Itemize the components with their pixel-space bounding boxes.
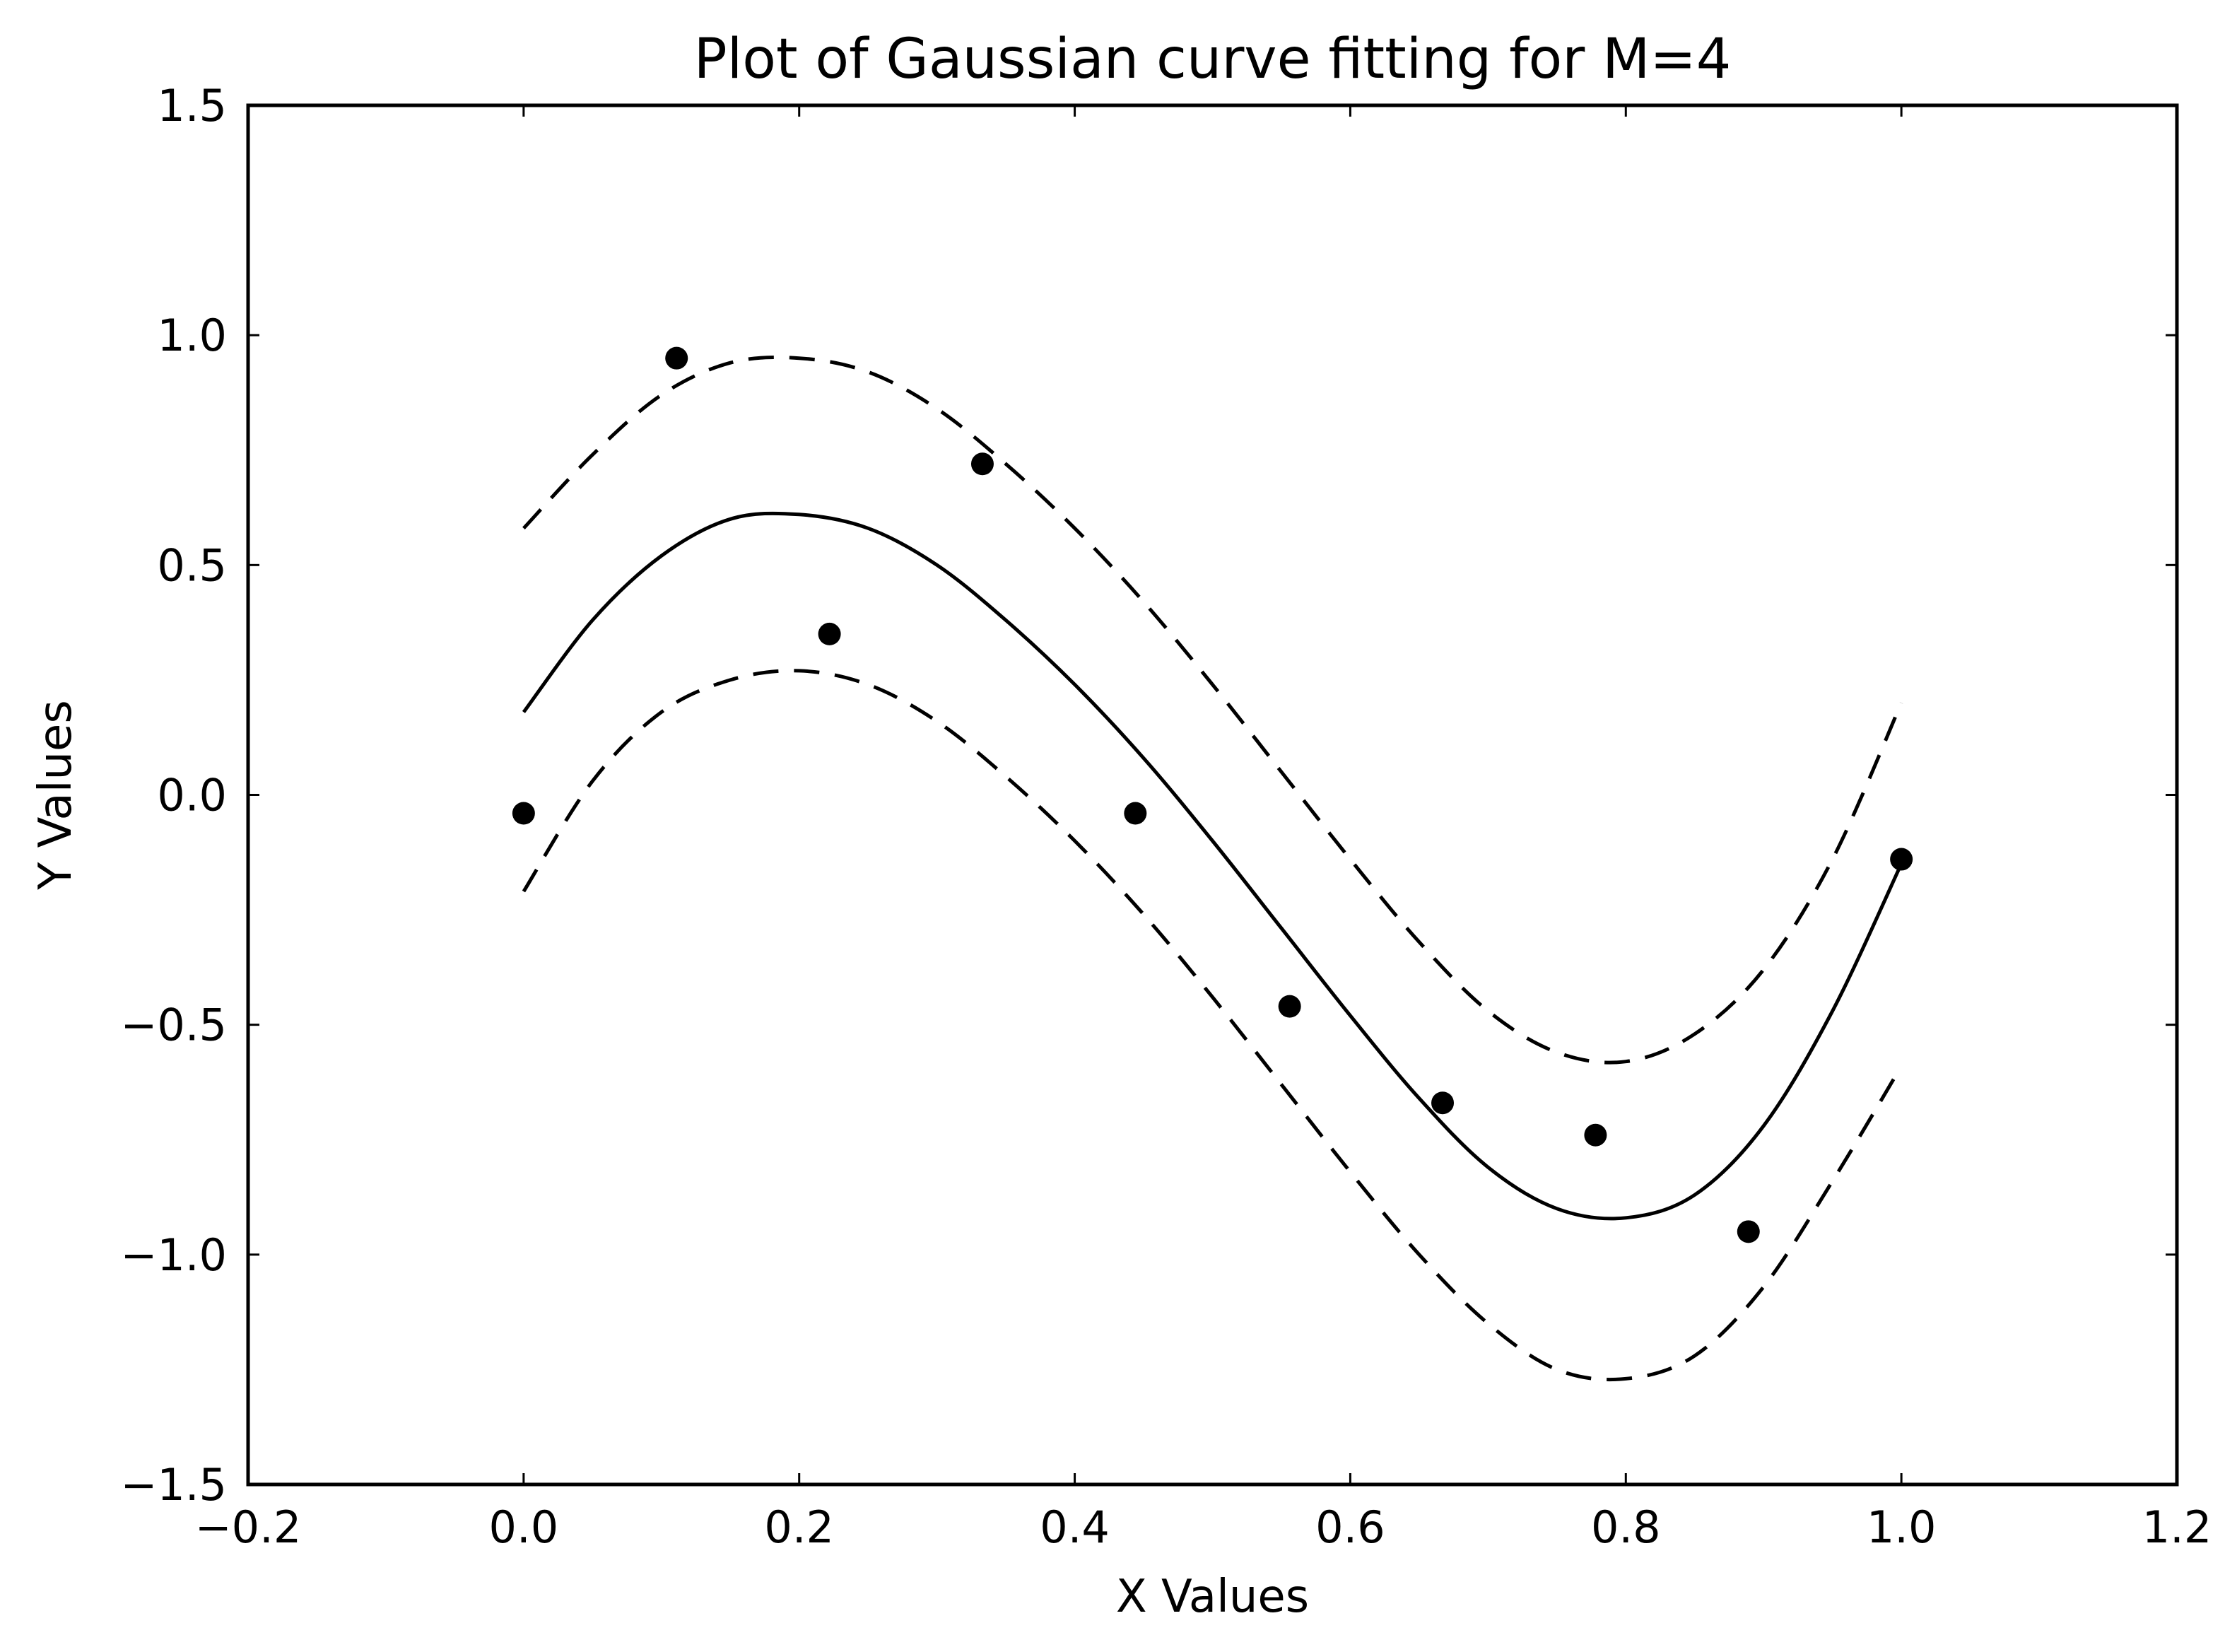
data-point xyxy=(1584,1123,1607,1147)
data-point xyxy=(818,622,841,645)
chart-title: Plot of Gaussian curve fitting for M=4 xyxy=(694,28,1732,91)
x-axis-label: X Values xyxy=(1116,1571,1309,1623)
y-tick-label: 0.0 xyxy=(157,770,227,821)
series-layer xyxy=(512,346,1913,1382)
x-tick-label: −0.2 xyxy=(195,1501,302,1553)
x-tick-label: 0.0 xyxy=(489,1501,559,1553)
x-tick-label: 0.2 xyxy=(764,1501,834,1553)
data-point xyxy=(512,802,535,825)
x-tick-label: 1.2 xyxy=(2142,1501,2212,1553)
dashed-band-line xyxy=(522,355,1903,1065)
plot-area-frame xyxy=(246,103,2179,1487)
data-point xyxy=(1737,1220,1760,1243)
y-tick-label: 1.5 xyxy=(157,80,227,131)
data-point xyxy=(1431,1091,1455,1115)
data-point xyxy=(1124,802,1147,825)
data-point xyxy=(665,346,688,370)
data-point xyxy=(970,452,994,476)
x-tick-label: 0.8 xyxy=(1591,1501,1661,1553)
y-tick-label: 0.5 xyxy=(157,539,227,591)
x-tick-label: 1.0 xyxy=(1867,1501,1937,1553)
tick-layer: −0.2 0.0 0.2 0.4 0.6 0.8 1.0 1.2 1.5 1.0 0.5 0.0 −0.… xyxy=(120,80,2212,1553)
y-tick-label: −1.0 xyxy=(120,1229,227,1281)
data-point xyxy=(1278,995,1301,1018)
data-point xyxy=(1890,848,1913,871)
dashed-band-line xyxy=(522,669,1903,1382)
y-tick-label: −0.5 xyxy=(120,1000,227,1051)
y-tick-label: −1.5 xyxy=(120,1459,227,1511)
x-tick-label: 0.6 xyxy=(1315,1501,1385,1553)
y-axis-label: Y Values xyxy=(30,700,82,891)
x-tick-label: 0.4 xyxy=(1040,1501,1110,1553)
y-tick-label: 1.0 xyxy=(157,310,227,361)
fitted-curve-line xyxy=(522,511,1903,1221)
